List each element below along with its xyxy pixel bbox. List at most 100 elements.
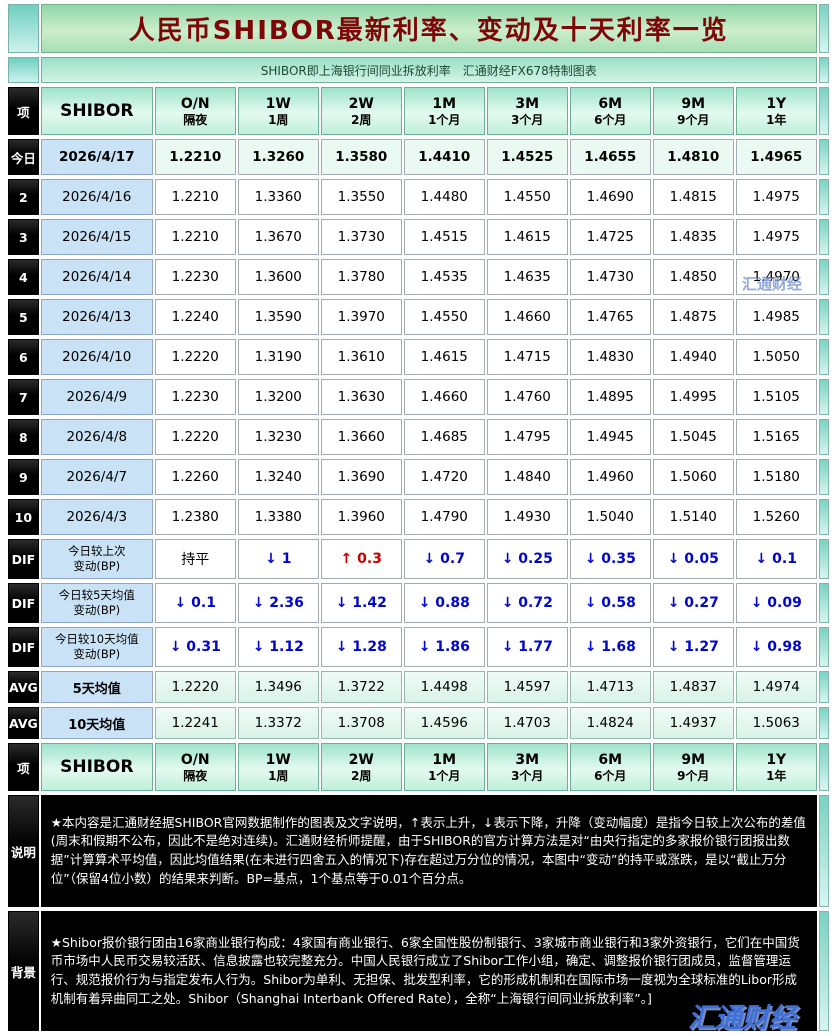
rate-cell: 1.3630 — [320, 379, 402, 415]
rate-cell: 1.4480 — [403, 179, 485, 215]
down-arrow-icon: ↓ — [750, 595, 768, 611]
edge-deco — [818, 57, 829, 83]
date-cell: 2026/4/7 — [40, 459, 153, 495]
row-index-cell: DIF — [8, 583, 39, 623]
row-index-cell: AVG — [8, 671, 39, 703]
tenor-code: O/N — [180, 95, 210, 112]
row-index-cell: 4 — [8, 259, 39, 295]
rate-cell: 1.4975 — [735, 219, 817, 255]
down-arrow-icon: ↓ — [501, 551, 519, 567]
rate-cell: 1.4690 — [569, 179, 651, 215]
down-arrow-icon: ↓ — [667, 639, 685, 655]
rate-cell: 1.4685 — [403, 419, 485, 455]
rate-cell: 1.4725 — [569, 219, 651, 255]
diff-cell: ↓ 1.42 — [320, 583, 402, 623]
note-label-cell: 背景 — [8, 911, 39, 1031]
diff-cell: ↓ 0.31 — [154, 627, 236, 667]
edge-deco — [818, 627, 829, 667]
down-arrow-icon: ↓ — [584, 595, 602, 611]
rate-cell: 1.4615 — [403, 339, 485, 375]
diff-cell: ↑ 0.3 — [320, 539, 402, 579]
edge-deco — [818, 379, 829, 415]
rate-cell: 1.4635 — [486, 259, 568, 295]
diff-value: 0.3 — [357, 551, 382, 567]
diff-cell: ↓ 1.86 — [403, 627, 485, 667]
diff-label-cell: 今日较5天均值 变动(BP) — [40, 583, 153, 623]
rate-cell: 1.4840 — [486, 459, 568, 495]
date-cell: 2026/4/9 — [40, 379, 153, 415]
tenor-label: 隔夜 — [183, 768, 208, 783]
rate-cell: 1.4760 — [486, 379, 568, 415]
row-index-cell: 8 — [8, 419, 39, 455]
page-subtitle: SHIBOR即上海银行间同业拆放利率 汇通财经FX678特制图表 — [40, 57, 817, 83]
tenor-label: 1年 — [766, 768, 787, 783]
row-index-cell: 10 — [8, 499, 39, 535]
diff-cell: ↓ 0.88 — [403, 583, 485, 623]
down-arrow-icon: ↓ — [501, 639, 519, 655]
rate-cell: 1.4660 — [403, 379, 485, 415]
tenor-header-1y: 1Y 1年 — [735, 87, 817, 135]
edge-deco — [818, 671, 829, 703]
index-header-cell: 项 — [8, 87, 39, 135]
rate-row: 3 2026/4/15 1.2210 1.3670 1.3730 1.4515 1.4615… — [8, 219, 829, 255]
diff-cell: ↓ 1 — [237, 539, 319, 579]
tenor-label: 6个月 — [594, 768, 627, 783]
tenor-label: 9个月 — [677, 768, 710, 783]
rate-cell: 1.4895 — [569, 379, 651, 415]
tenor-code: 6M — [598, 751, 623, 768]
diff-value: 0.35 — [601, 551, 636, 567]
diff-value: 1.68 — [601, 639, 636, 655]
edge-deco — [818, 299, 829, 335]
rate-cell: 1.5045 — [652, 419, 734, 455]
tenor-label: 2周 — [351, 768, 372, 783]
tenor-header-on: O/N 隔夜 — [154, 743, 236, 791]
rate-cell: 1.5180 — [735, 459, 817, 495]
index-header-cell: 项 — [8, 743, 39, 791]
note-row: 说明 ★本内容是汇通财经据SHIBOR官网数据制作的图表及文字说明，↑表示上升，↓… — [8, 795, 829, 907]
tenor-code: 1Y — [766, 751, 787, 768]
diff-value: 0.1 — [191, 595, 216, 611]
tenor-code: 1M — [432, 95, 457, 112]
rate-cell: 1.4975 — [735, 179, 817, 215]
diff-value: 1.27 — [684, 639, 719, 655]
tenor-label: 1周 — [268, 768, 289, 783]
rate-cell: 1.3610 — [320, 339, 402, 375]
rate-cell: 1.3600 — [237, 259, 319, 295]
rate-cell: 1.3660 — [320, 419, 402, 455]
rate-cell: 1.4410 — [403, 139, 485, 175]
shibor-table: 人民币SHIBOR最新利率、变动及十天利率一览 SHIBOR即上海银行间同业拆放… — [6, 0, 831, 1035]
down-arrow-icon: ↓ — [501, 595, 519, 611]
rate-cell: 1.2220 — [154, 419, 236, 455]
rate-cell: 1.4810 — [652, 139, 734, 175]
rate-cell: 1.5165 — [735, 419, 817, 455]
tenor-header-6m: 6M 6个月 — [569, 743, 651, 791]
tenor-header-1y: 1Y 1年 — [735, 743, 817, 791]
down-arrow-icon: ↓ — [667, 595, 685, 611]
date-cell: 2026/4/13 — [40, 299, 153, 335]
rate-cell: 1.4525 — [486, 139, 568, 175]
diff-cell: ↓ 0.7 — [403, 539, 485, 579]
diff-value: 1.86 — [435, 639, 470, 655]
diff-cell: ↓ 2.36 — [237, 583, 319, 623]
rate-cell: 1.4945 — [569, 419, 651, 455]
tenor-code: 3M — [515, 751, 540, 768]
tenor-header-6m: 6M 6个月 — [569, 87, 651, 135]
diff-row: DIF 今日较10天均值 变动(BP) ↓ 0.31 ↓ 1.12 ↓ 1.28 ↓ 1.8… — [8, 627, 829, 667]
rate-row: 8 2026/4/8 1.2220 1.3230 1.3660 1.4685 1.4795 1… — [8, 419, 829, 455]
avg-cell: 1.3722 — [320, 671, 402, 703]
avg-cell: 1.4937 — [652, 707, 734, 739]
rate-cell: 1.4790 — [403, 499, 485, 535]
rate-cell: 1.3190 — [237, 339, 319, 375]
avg-cell: 1.2241 — [154, 707, 236, 739]
row-index-cell: 6 — [8, 339, 39, 375]
rate-cell: 1.5105 — [735, 379, 817, 415]
date-cell: 2026/4/15 — [40, 219, 153, 255]
down-arrow-icon: ↓ — [667, 551, 685, 567]
rate-row: 4 2026/4/14 1.2230 1.3600 1.3780 1.4535 1.4635… — [8, 259, 829, 295]
down-arrow-icon: ↓ — [423, 551, 441, 567]
rate-cell: 1.4815 — [652, 179, 734, 215]
diff-value: 0.31 — [186, 639, 221, 655]
rate-cell: 1.4830 — [569, 339, 651, 375]
rate-row: 10 2026/4/3 1.2380 1.3380 1.3960 1.4790 1.4930… — [8, 499, 829, 535]
